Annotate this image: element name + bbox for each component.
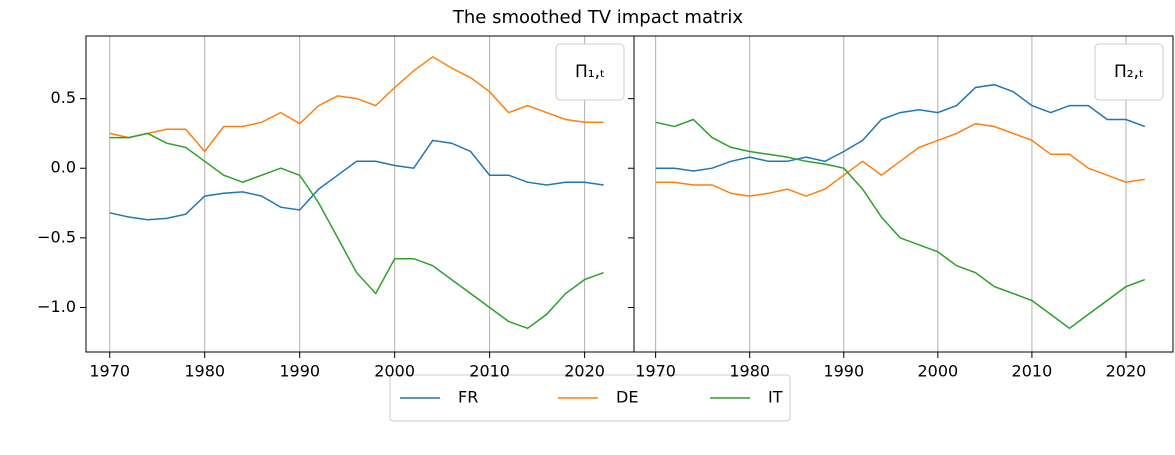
y-tick-label: −0.5 bbox=[37, 227, 76, 246]
series-line bbox=[655, 118, 1146, 330]
legend-label: DE bbox=[616, 388, 638, 407]
x-tick-label: 1970 bbox=[635, 362, 676, 381]
y-tick-label: −1.0 bbox=[37, 297, 76, 316]
legend-label: IT bbox=[768, 388, 783, 407]
series-line bbox=[109, 56, 604, 153]
series-line bbox=[655, 122, 1145, 197]
x-tick-label: 2020 bbox=[564, 362, 605, 381]
x-tick-label: 1970 bbox=[89, 362, 130, 381]
annotation-box bbox=[1094, 43, 1164, 101]
figure-title: The smoothed TV impact matrix bbox=[452, 7, 744, 28]
x-tick-label: 1980 bbox=[729, 362, 770, 381]
annotation: Π₁,ₜ bbox=[575, 62, 605, 82]
y-tick-label: 0.5 bbox=[51, 88, 76, 107]
x-tick-label: 2020 bbox=[1106, 362, 1147, 381]
plot-frame bbox=[633, 35, 1174, 353]
series-line bbox=[655, 83, 1146, 172]
x-tick-label: 2000 bbox=[917, 362, 958, 381]
legend-label: FR bbox=[458, 388, 478, 407]
x-tick-label: 1980 bbox=[184, 362, 225, 381]
y-tick-label: 0.0 bbox=[51, 158, 76, 177]
series-line bbox=[109, 139, 604, 221]
annotation-box bbox=[555, 43, 625, 101]
x-tick-label: 2010 bbox=[469, 362, 510, 381]
annotation: Π₂,ₜ bbox=[1114, 62, 1144, 82]
series-line bbox=[109, 132, 604, 330]
x-tick-label: 2000 bbox=[374, 362, 415, 381]
x-tick-label: 1990 bbox=[823, 362, 864, 381]
plot-frame bbox=[85, 35, 635, 353]
x-tick-label: 1990 bbox=[279, 362, 320, 381]
x-tick-label: 2010 bbox=[1012, 362, 1053, 381]
